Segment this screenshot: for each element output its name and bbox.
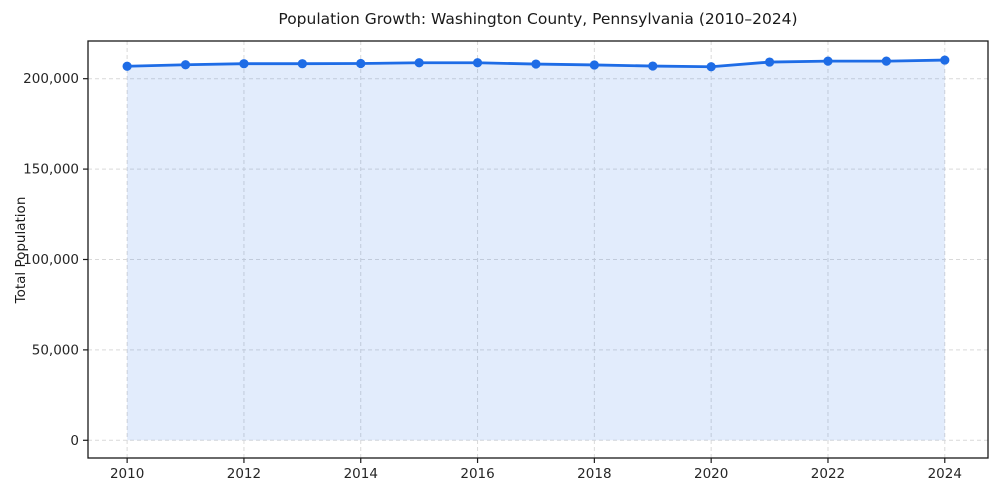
data-point-marker [297,59,307,69]
x-tick-label: 2020 [694,466,728,482]
y-tick-label: 150,000 [23,162,79,178]
y-tick-label: 0 [70,433,79,449]
x-tick-label: 2010 [110,466,144,482]
data-point-marker [122,61,132,71]
data-point-marker [472,58,483,68]
y-tick-label: 50,000 [32,342,79,358]
data-point-marker [648,61,658,71]
x-tick-label: 2024 [928,466,962,482]
data-point-marker [180,60,191,70]
data-point-marker [531,59,541,69]
data-point-marker [823,56,833,66]
x-tick-label: 2022 [811,466,845,482]
data-point-marker [356,58,366,69]
plot-border [87,40,989,459]
data-point-marker [881,56,891,66]
x-tick-label: 2014 [344,466,378,482]
data-point-marker [239,59,249,69]
x-tick-label: 2012 [227,466,261,482]
y-tick-label: 100,000 [23,252,79,268]
y-tick-label: 200,000 [23,71,79,87]
data-point-marker [414,58,424,68]
chart-title: Population Growth: Washington County, Pe… [278,10,798,28]
x-tick-label: 2016 [460,466,494,482]
area-fill [127,60,945,441]
data-point-marker [764,57,775,67]
x-tick-label: 2018 [577,466,611,482]
data-point-marker [940,55,950,65]
data-point-marker [589,60,599,70]
data-point-marker [706,62,716,72]
